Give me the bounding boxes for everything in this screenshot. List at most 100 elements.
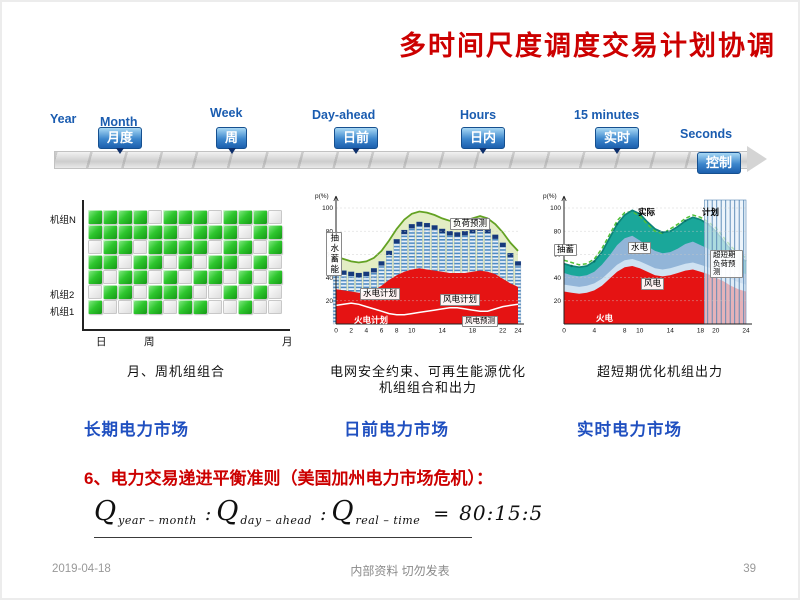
unit-cell — [133, 225, 147, 239]
chart-real-time: 204060801000481014182024p(%) 实际 计划 抽蓄 水电… — [540, 188, 780, 413]
svg-text:14: 14 — [667, 328, 675, 335]
svg-text:22: 22 — [499, 328, 507, 335]
formula-q3: Q — [331, 496, 354, 527]
annotation-wind-forecast: 风电预测 — [462, 316, 498, 327]
timeline-box-week: 周 — [216, 127, 248, 154]
annotation-pumped-storage: 抽水蓄能 — [326, 232, 342, 276]
svg-text:10: 10 — [636, 328, 644, 335]
unit-cell — [88, 225, 102, 239]
unit-cell — [103, 225, 117, 239]
svg-text:100: 100 — [550, 205, 561, 212]
unit-cell — [268, 240, 282, 254]
unit-cell — [103, 240, 117, 254]
unit-grid — [88, 210, 283, 315]
unit-cell — [163, 255, 177, 269]
timeline-label-15-minutes: 15 minutes — [574, 108, 640, 122]
unit-cell — [148, 210, 162, 224]
timeline-box-intraday: 日内 — [461, 127, 506, 154]
unit-cell — [193, 270, 207, 284]
unit-cell — [103, 300, 117, 314]
unit-cell — [103, 285, 117, 299]
chart1-caption: 月、周机组组合 — [126, 364, 225, 379]
chart-unit-commitment: 机组N 机组2 机组1 日 周 月 月、周机组组合 — [48, 188, 304, 413]
unit-cell — [178, 300, 192, 314]
svg-text:p(%): p(%) — [543, 193, 557, 200]
real-time-chart-svg: 204060801000481014182024p(%) — [543, 193, 752, 335]
timeline-box-day-ahead: 日前 — [334, 127, 379, 154]
unit-cell — [178, 285, 192, 299]
unit-cell — [193, 255, 207, 269]
principle-heading: 6、电力交易递进平衡准则（美国加州电力市场危机）： — [84, 469, 493, 488]
unit-cell — [268, 210, 282, 224]
annotation-thermal-plan: 火电计划 — [354, 315, 389, 325]
market-label-real-time: 实时电力市场 — [577, 421, 682, 439]
timeline-arrow-bar — [54, 151, 748, 169]
unit-cell — [223, 270, 237, 284]
timeline-label-seconds: Seconds — [680, 127, 733, 141]
formula-colon1: : — [204, 503, 212, 525]
unit-cell — [238, 300, 252, 314]
svg-text:40: 40 — [326, 275, 334, 282]
annotation-thermal: 火电 — [596, 313, 614, 323]
unit-cell — [193, 225, 207, 239]
svg-text:8: 8 — [623, 328, 627, 335]
unit-cell — [268, 285, 282, 299]
footer-center-text: 内部资料 切勿发表 — [350, 564, 450, 578]
timeline-label-day-ahead: Day-ahead — [312, 108, 376, 122]
unit-cell — [223, 300, 237, 314]
unit-cell — [238, 270, 252, 284]
unit-cell — [223, 240, 237, 254]
svg-text:2: 2 — [349, 328, 353, 335]
timeline-label-month: Month — [100, 115, 138, 129]
x-label-day: 日 — [96, 336, 107, 348]
unit-cell — [148, 270, 162, 284]
timeline-box-real-time: 实时 — [595, 127, 640, 154]
unit-cell — [103, 210, 117, 224]
unit-cell — [253, 255, 267, 269]
unit-cell — [163, 240, 177, 254]
unit-cell — [133, 210, 147, 224]
unit-cell — [193, 240, 207, 254]
annotation-hydro-plan: 水电计划 — [360, 288, 401, 300]
unit-cell — [163, 225, 177, 239]
svg-text:8: 8 — [395, 328, 399, 335]
unit-commitment-plot: 机组N 机组2 机组1 日 周 月 — [48, 188, 304, 360]
unit-cell — [103, 255, 117, 269]
market-label-long-term: 长期电力市场 — [84, 421, 189, 439]
unit-cell — [253, 240, 267, 254]
unit-cell — [253, 210, 267, 224]
timeline-label-week: Week — [210, 106, 243, 120]
unit-cell — [133, 285, 147, 299]
y-label-unit-1: 机组1 — [50, 307, 75, 318]
unit-cell — [193, 285, 207, 299]
formula-colon2: : — [319, 503, 327, 525]
unit-cell — [118, 255, 132, 269]
formula-q2: Q — [216, 496, 239, 527]
chart2-caption: 电网安全约束、可再生能源优化机组组合和出力 — [329, 364, 526, 396]
timeline-box-month: 月度 — [98, 127, 143, 154]
timescale-timeline: Year Month Week Day-ahead Hours 15 minut… — [40, 103, 790, 188]
timeline-arrow-head-icon — [747, 146, 767, 172]
unit-cell — [238, 255, 252, 269]
unit-cell — [178, 255, 192, 269]
unit-cell — [178, 240, 192, 254]
unit-cell — [268, 270, 282, 284]
y-axis — [82, 200, 84, 330]
unit-cell — [133, 300, 147, 314]
unit-cell — [88, 210, 102, 224]
unit-cell — [253, 270, 267, 284]
svg-text:10: 10 — [408, 328, 416, 335]
unit-cell — [88, 300, 102, 314]
x-axis — [82, 329, 290, 331]
unit-cell — [253, 285, 267, 299]
unit-cell — [148, 255, 162, 269]
svg-text:40: 40 — [554, 275, 562, 282]
unit-cell — [193, 300, 207, 314]
annotation-hydro: 水电 — [628, 242, 652, 254]
unit-cell — [208, 285, 222, 299]
svg-text:20: 20 — [326, 298, 334, 305]
annotation-load-forecast: 负荷预测 — [450, 218, 491, 230]
chart3-caption: 超短期优化机组出力 — [596, 364, 723, 379]
svg-text:20: 20 — [554, 298, 562, 305]
